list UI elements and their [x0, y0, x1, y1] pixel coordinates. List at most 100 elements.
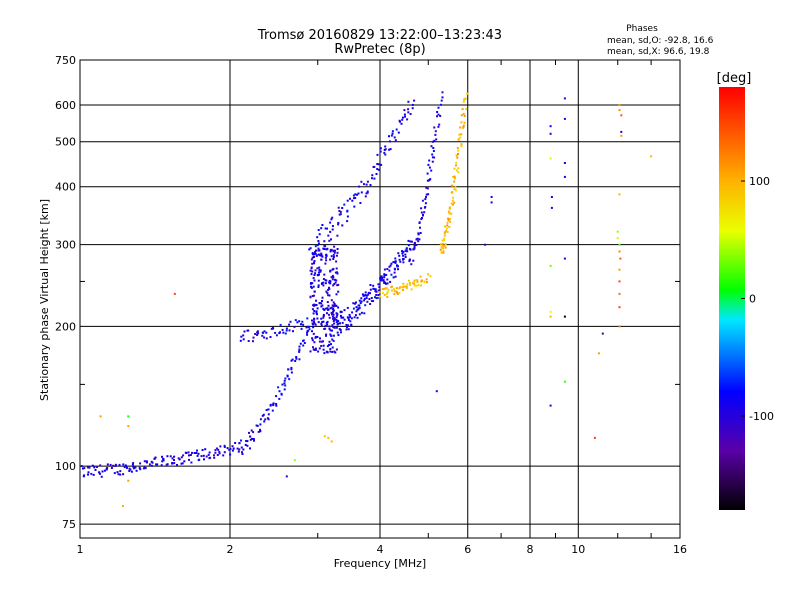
data-point — [306, 331, 308, 334]
data-point — [316, 274, 319, 277]
data-point — [373, 177, 376, 180]
data-point — [443, 232, 446, 235]
data-point — [288, 329, 291, 332]
data-point — [134, 466, 137, 469]
data-point — [329, 250, 332, 253]
data-point — [354, 302, 356, 305]
data-point — [422, 213, 424, 216]
data-point — [303, 342, 306, 344]
data-point — [132, 467, 135, 470]
data-point — [315, 311, 318, 314]
data-point — [203, 458, 205, 461]
data-point — [374, 288, 377, 291]
data-point — [387, 288, 390, 291]
data-point — [289, 320, 292, 323]
data-point — [392, 261, 395, 264]
data-point — [549, 157, 552, 160]
data-point — [122, 463, 125, 466]
data-point — [284, 332, 287, 335]
data-point — [325, 290, 328, 293]
data-point — [317, 240, 320, 242]
data-point — [550, 206, 553, 209]
data-point — [177, 457, 180, 460]
data-point — [87, 471, 90, 474]
data-point — [618, 268, 621, 271]
data-point — [331, 274, 334, 277]
data-point — [351, 199, 354, 202]
data-point — [302, 344, 305, 347]
data-point — [563, 257, 566, 260]
data-point — [98, 471, 100, 474]
data-point — [132, 465, 135, 468]
data-point — [312, 253, 315, 256]
data-point — [311, 252, 314, 254]
data-point — [438, 123, 441, 126]
data-point — [317, 242, 320, 245]
data-point — [388, 269, 391, 272]
data-point — [383, 273, 386, 276]
data-point — [451, 199, 454, 202]
data-point — [322, 315, 325, 317]
data-point — [343, 309, 346, 312]
data-point — [366, 191, 369, 194]
data-point — [318, 268, 321, 271]
data-point — [145, 460, 148, 463]
data-point — [316, 244, 319, 247]
data-point — [371, 174, 374, 177]
data-point — [425, 278, 428, 281]
data-point — [379, 150, 382, 153]
data-point — [415, 238, 418, 241]
data-point — [372, 300, 375, 303]
data-point — [413, 280, 416, 283]
data-point — [193, 452, 196, 454]
info-heading: Phases — [626, 24, 658, 34]
data-point — [380, 278, 383, 281]
data-point — [112, 464, 115, 467]
data-point — [337, 322, 340, 325]
data-point — [326, 345, 329, 348]
data-point — [407, 239, 410, 242]
data-point — [83, 474, 86, 477]
data-point — [439, 243, 442, 246]
data-point — [223, 451, 226, 454]
data-point — [390, 273, 393, 276]
data-point — [421, 217, 423, 219]
data-point — [331, 338, 334, 341]
data-point — [242, 448, 245, 451]
data-point — [325, 248, 328, 251]
data-point — [413, 244, 416, 247]
data-point — [619, 257, 622, 260]
data-point — [335, 348, 338, 351]
data-point — [317, 279, 320, 282]
data-point — [347, 319, 350, 321]
data-point — [322, 313, 325, 316]
data-point — [316, 236, 319, 239]
data-point — [384, 153, 387, 156]
data-point — [309, 296, 312, 299]
data-point — [441, 91, 444, 94]
data-point — [373, 288, 376, 291]
data-point — [312, 285, 315, 288]
data-point — [259, 423, 262, 426]
data-point — [320, 302, 323, 305]
data-point — [416, 279, 419, 282]
data-point — [386, 287, 389, 290]
data-point — [358, 313, 361, 316]
data-point — [337, 334, 340, 337]
data-point — [285, 329, 288, 332]
data-point — [309, 247, 312, 250]
y-tick-label: 500 — [55, 136, 76, 149]
data-point — [410, 240, 413, 243]
data-point — [171, 457, 174, 460]
data-point — [145, 461, 148, 464]
data-point — [201, 449, 204, 451]
data-point — [432, 150, 435, 152]
data-point — [563, 380, 566, 383]
data-point — [347, 328, 350, 331]
data-point — [250, 429, 253, 432]
data-point — [412, 248, 415, 251]
data-point — [445, 229, 448, 232]
data-point — [302, 323, 305, 326]
data-point — [326, 323, 329, 326]
data-point — [362, 294, 365, 297]
